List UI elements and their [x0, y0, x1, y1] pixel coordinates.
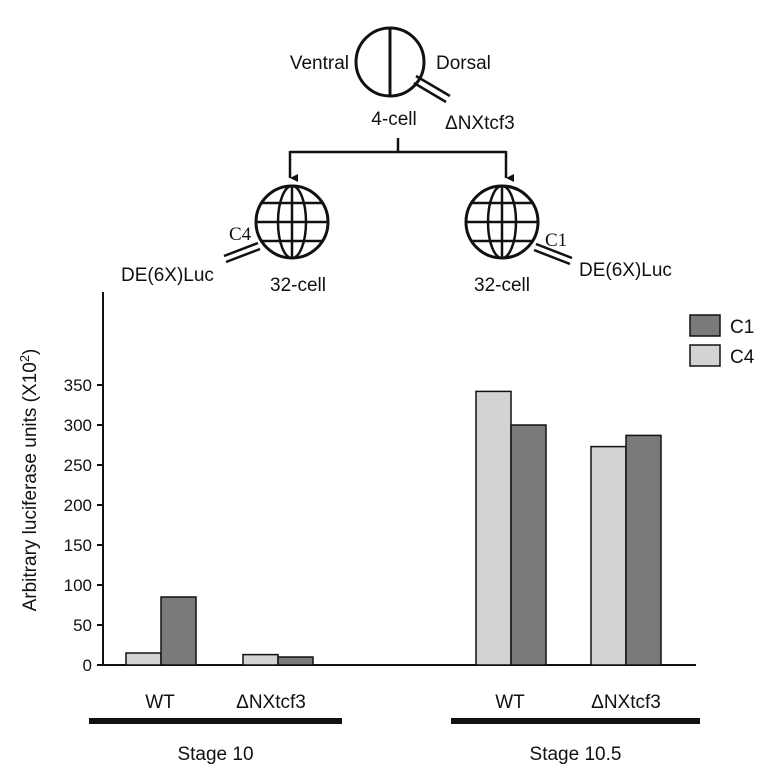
y-tick-label: 0 — [83, 656, 92, 675]
dorsal-label: Dorsal — [436, 53, 491, 74]
bar-c1-0 — [160, 596, 197, 666]
group-label: Stage 10.5 — [530, 744, 622, 765]
injection-needle-icon — [413, 74, 451, 104]
y-tick-label: 150 — [64, 536, 92, 555]
right-32-cell-stage-label: 32-cell — [474, 275, 530, 296]
legend-swatch-c4 — [689, 344, 721, 367]
right-reporter-label: DE(6X)Luc — [579, 260, 672, 281]
embryo-schematic: Ventral Dorsal ΔNXtcf3 4-cell C4 — [121, 26, 672, 296]
four-cell-stage-label: 4-cell — [371, 109, 416, 130]
right-32-cell-embryo-icon — [464, 184, 540, 260]
left-32-cell-stage-label: 32-cell — [270, 275, 326, 296]
legend-label-c1: C1 — [730, 317, 754, 338]
category-labels: WT ΔNXtcf3 WT ΔNXtcf3 — [145, 692, 661, 713]
y-ticks: 0 50 100 150 200 250 300 350 — [64, 376, 103, 675]
y-axis-title: Arbitrary luciferase units (X102) — [17, 349, 42, 612]
y-tick-label: 300 — [64, 416, 92, 435]
left-injection-needle-icon — [223, 241, 261, 264]
bars — [125, 390, 662, 666]
bar-c1-3 — [625, 434, 662, 666]
c1-blastomere-label: C1 — [545, 230, 567, 251]
y-tick-label: 50 — [73, 616, 92, 635]
right-injection-needle-icon — [533, 242, 573, 266]
bar-c4-0 — [125, 652, 162, 666]
legend: C1 C4 — [689, 314, 755, 368]
bar-c4-3 — [590, 445, 627, 666]
legend-swatch-c1 — [689, 314, 721, 337]
y-tick-label: 200 — [64, 496, 92, 515]
branch-arrows — [288, 138, 514, 182]
bar-c4-2 — [475, 390, 512, 666]
group-labels: Stage 10 Stage 10.5 — [89, 718, 700, 765]
bar-c1-2 — [510, 424, 547, 666]
bar-c1-1 — [277, 656, 314, 666]
group-label: Stage 10 — [177, 744, 253, 765]
category-label: ΔNXtcf3 — [591, 692, 661, 713]
dnxtcf3-injection-label: ΔNXtcf3 — [445, 113, 515, 134]
ventral-label: Ventral — [290, 53, 349, 74]
y-tick-label: 100 — [64, 576, 92, 595]
y-tick-label: 250 — [64, 456, 92, 475]
category-label: ΔNXtcf3 — [236, 692, 306, 713]
bar-c4-1 — [242, 653, 279, 666]
c4-blastomere-label: C4 — [229, 224, 252, 245]
left-reporter-label: DE(6X)Luc — [121, 265, 214, 286]
bar-chart: 0 50 100 150 200 250 300 350 Arbitrary lucifera… — [17, 292, 755, 765]
category-label: WT — [145, 692, 175, 713]
left-32-cell-embryo-icon — [254, 184, 330, 260]
y-tick-label: 350 — [64, 376, 92, 395]
legend-label-c4: C4 — [730, 347, 755, 368]
group-underline — [451, 718, 700, 724]
category-label: WT — [495, 692, 525, 713]
four-cell-embryo-icon — [354, 26, 426, 98]
group-underline — [89, 718, 342, 724]
